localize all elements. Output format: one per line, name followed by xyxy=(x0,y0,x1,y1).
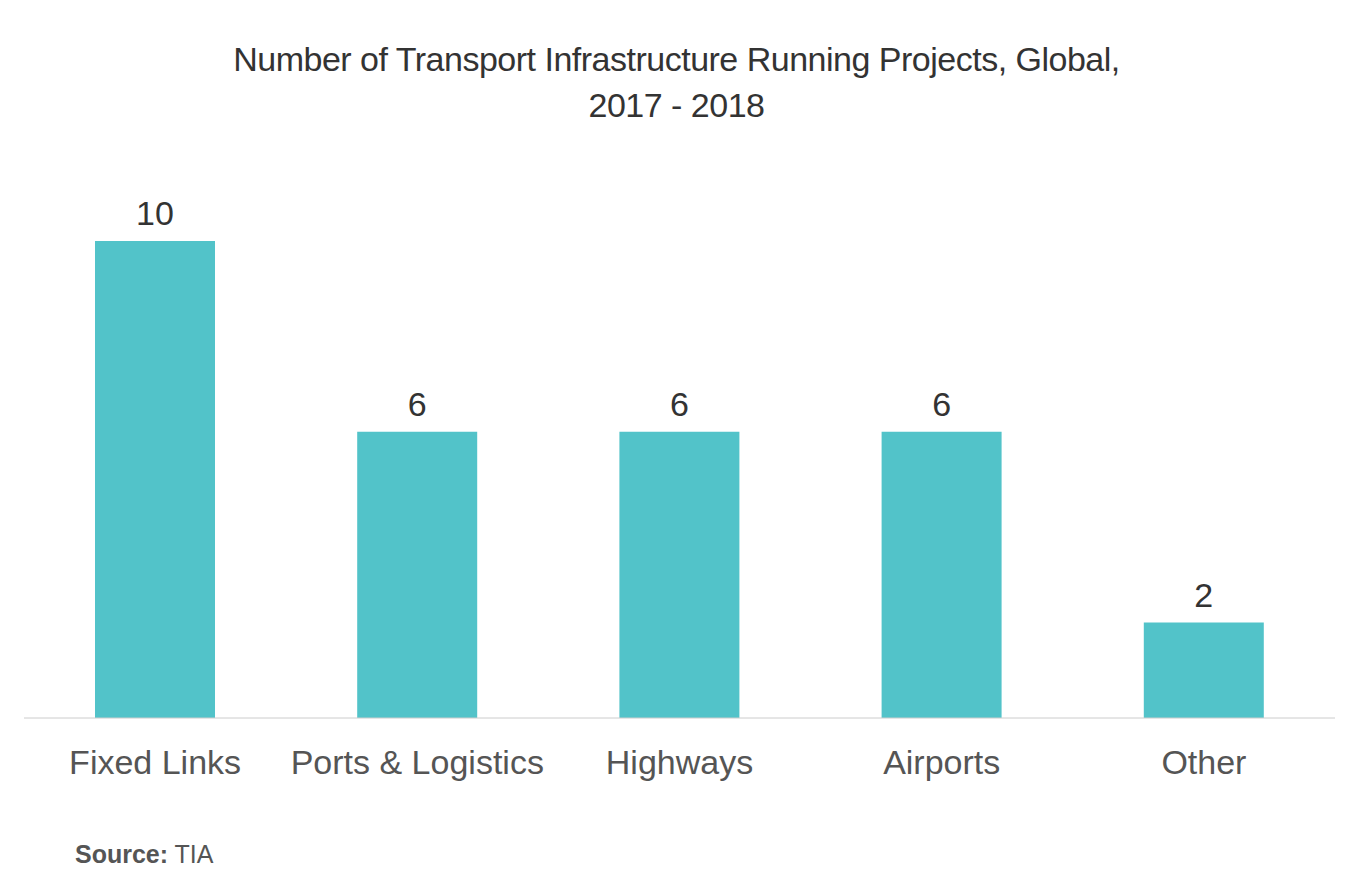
svg-text:6: 6 xyxy=(932,385,951,423)
svg-text:Airports: Airports xyxy=(883,743,1000,781)
svg-text:Fixed Links: Fixed Links xyxy=(69,743,241,781)
svg-text:Highways: Highways xyxy=(606,743,753,781)
svg-text:6: 6 xyxy=(670,385,689,423)
svg-text:2: 2 xyxy=(1194,576,1213,614)
svg-text:6: 6 xyxy=(408,385,427,423)
svg-text:Other: Other xyxy=(1161,743,1246,781)
html-text:Source: TIA: Source: TIA xyxy=(75,840,214,868)
html-text:Number of Transport Infrastruc: Number of Transport Infrastructure Runni… xyxy=(233,40,1120,124)
svg-text:10: 10 xyxy=(136,194,174,232)
svg-text:Ports & Logistics: Ports & Logistics xyxy=(291,743,544,781)
